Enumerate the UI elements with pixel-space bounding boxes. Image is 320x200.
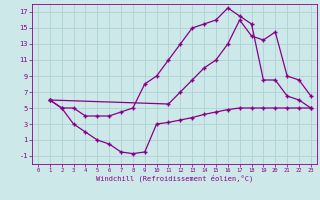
- X-axis label: Windchill (Refroidissement éolien,°C): Windchill (Refroidissement éolien,°C): [96, 175, 253, 182]
